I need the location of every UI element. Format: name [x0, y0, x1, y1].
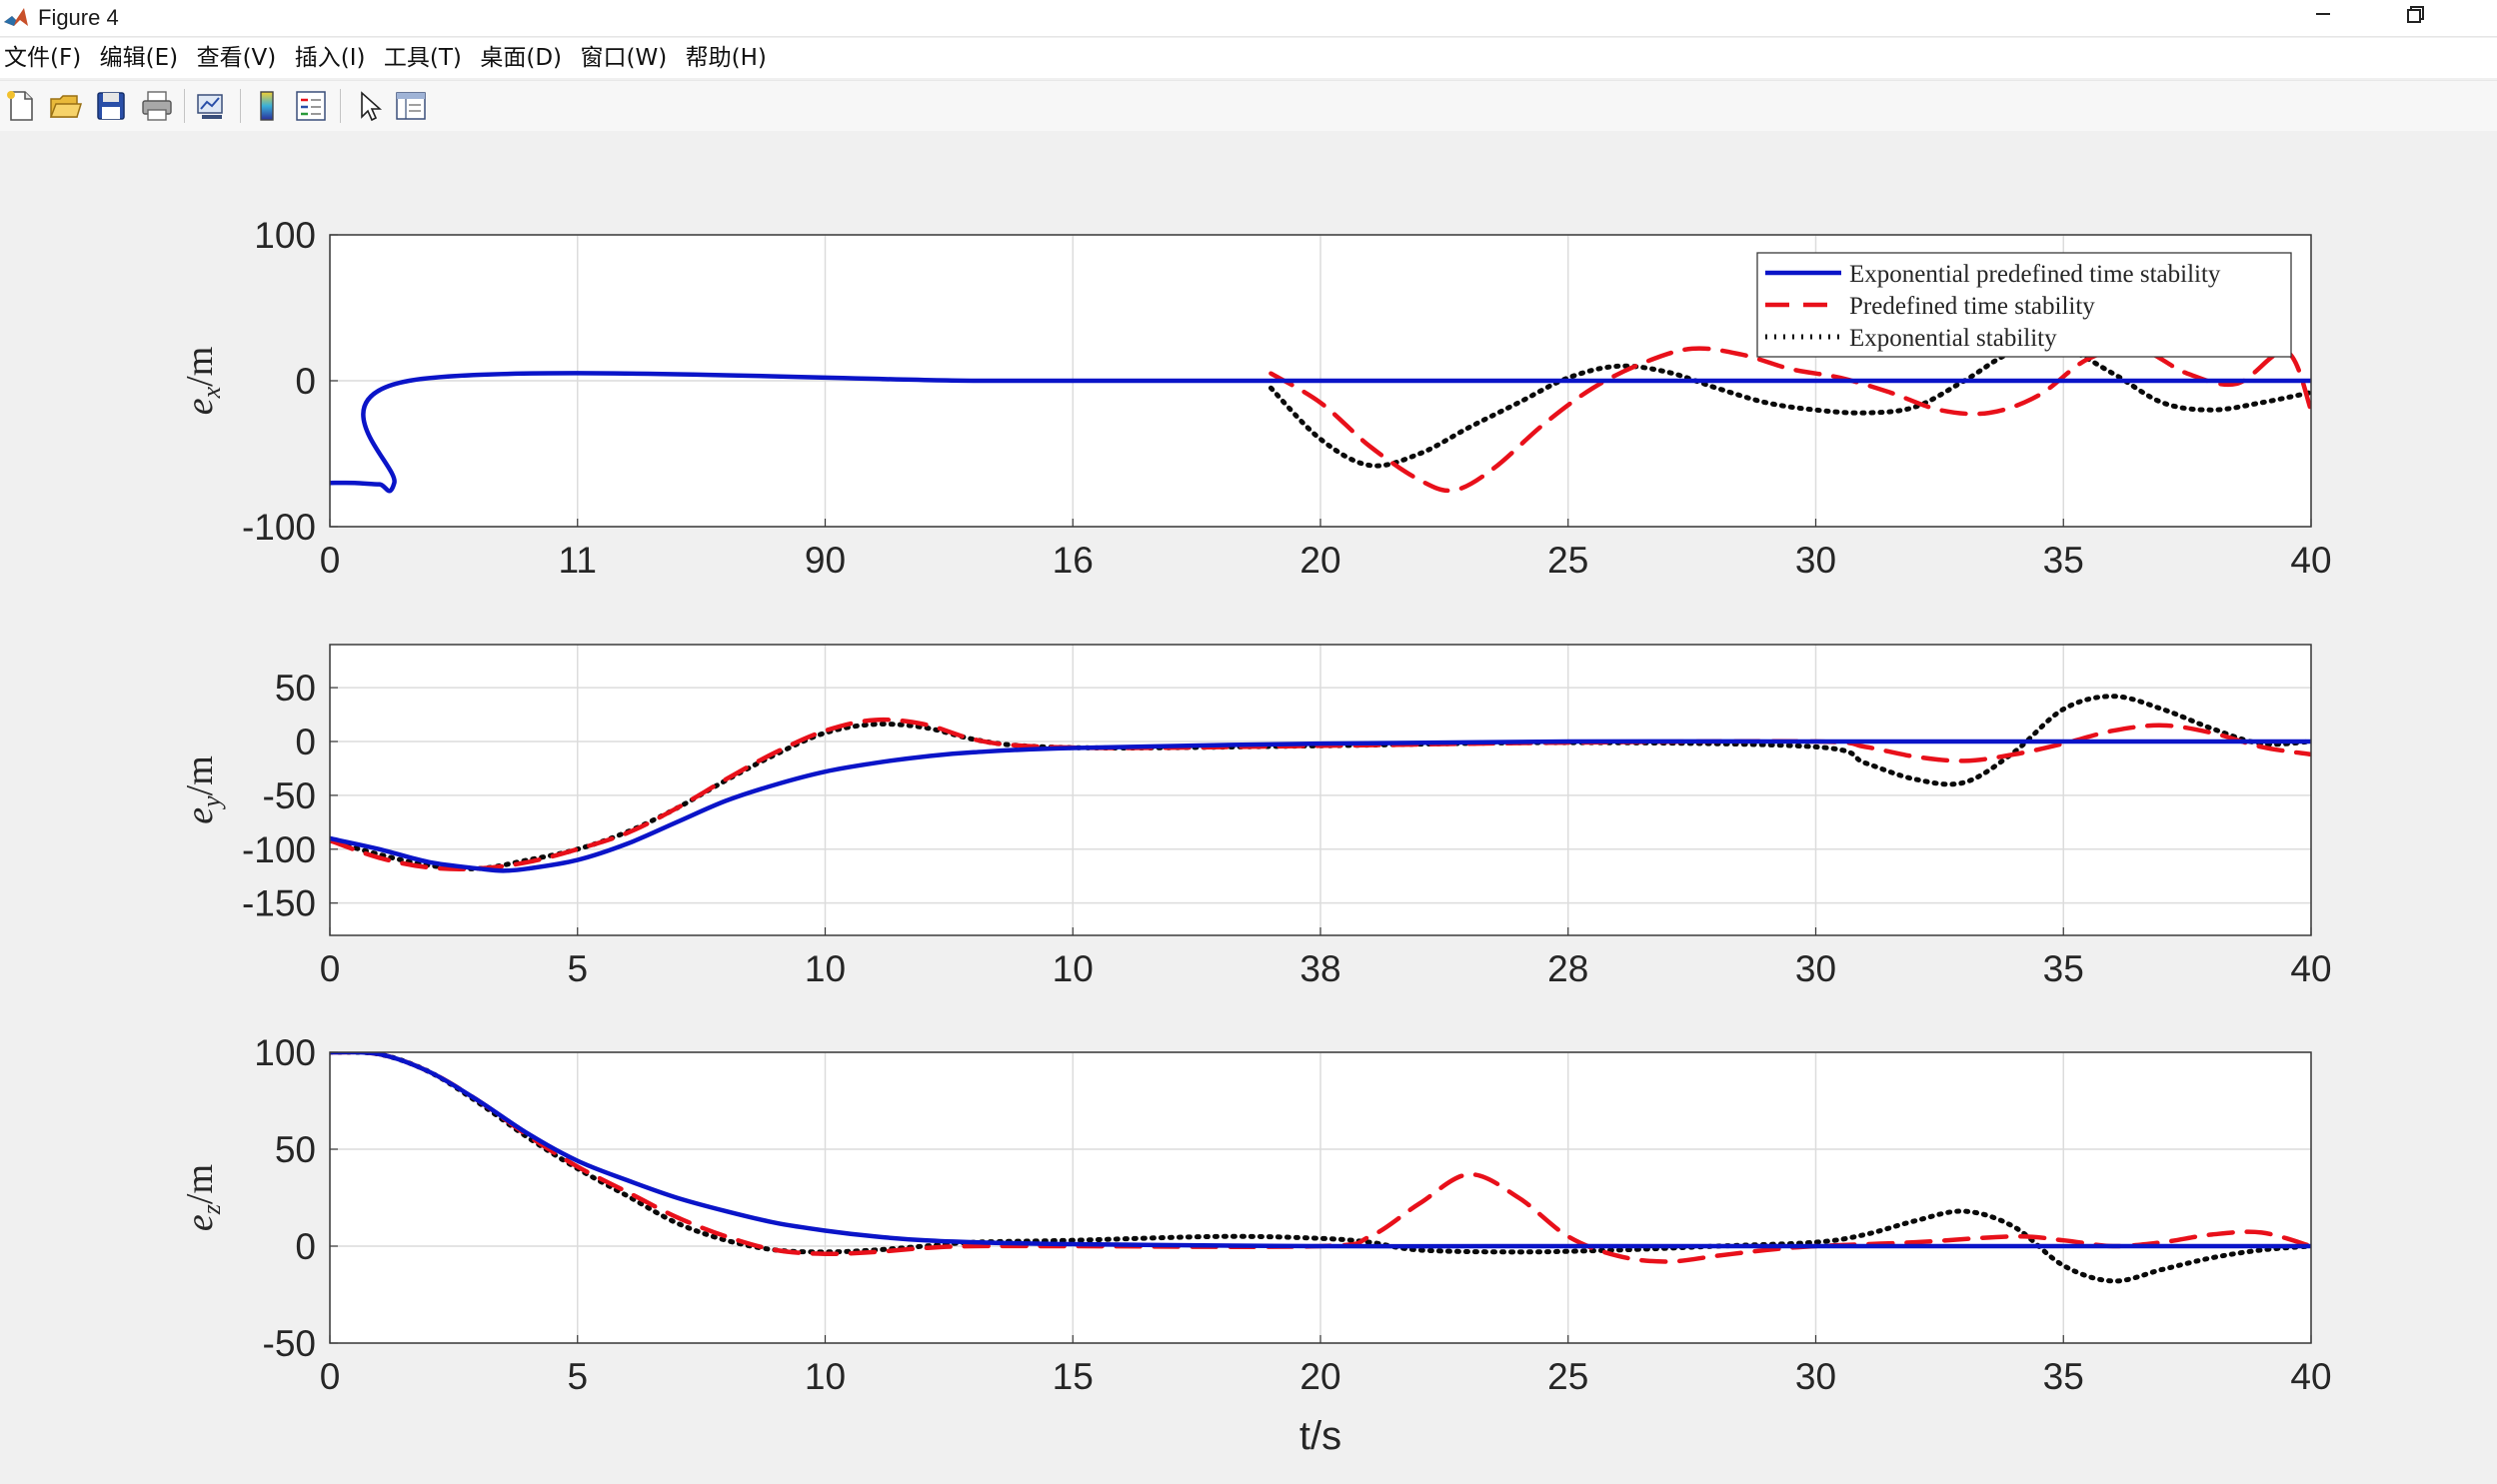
x-tick-label: 35	[2043, 540, 2084, 581]
menu-tools[interactable]: 工具(T)	[383, 45, 462, 71]
series-line-dotted	[330, 1052, 2311, 1284]
menu-desktop[interactable]: 桌面(D)	[480, 45, 563, 71]
tick-labels: 0 5 10 10 38 28 30 35 40 50 0 -50 -100 -150	[242, 668, 2332, 989]
y-tick-label: 50	[275, 668, 316, 709]
menu-bar: 文件(F) 编辑(E) 查看(V) 插入(I) 工具(T) 桌面(D) 窗口(W…	[0, 38, 2497, 78]
series-group	[330, 1052, 2311, 1284]
window-title-bar: Figure 4	[0, 0, 2497, 37]
series-line-solid	[330, 371, 2311, 494]
x-tick-label: 40	[2290, 1356, 2331, 1397]
figure-toolbar	[0, 80, 2497, 132]
x-tick-label: 11	[559, 540, 597, 581]
y-tick-label: 50	[275, 1129, 316, 1170]
x-tick-label: 5	[567, 1356, 588, 1397]
x-tick-label: 40	[2290, 948, 2331, 989]
legend-icon[interactable]	[292, 87, 330, 125]
x-tick-label: 25	[1547, 540, 1588, 581]
x-tick-label: 10	[805, 948, 846, 989]
x-tick-label: 20	[1299, 1356, 1340, 1397]
y-axis-label: ez/m	[179, 1164, 226, 1231]
x-tick-label: 28	[1547, 948, 1588, 989]
open-file-icon[interactable]	[46, 87, 84, 125]
new-figure-icon[interactable]	[2, 87, 40, 125]
colorbar-icon[interactable]	[248, 87, 286, 125]
menu-window[interactable]: 窗口(W)	[580, 45, 668, 71]
x-tick-label: 90	[805, 540, 846, 581]
x-tick-label: 30	[1795, 1356, 1836, 1397]
x-tick-label: 15	[1053, 1356, 1094, 1397]
figure-canvas: 0 11 90 16 20 25 30 35 40 100 0 -100 ex/m Exponenti…	[0, 131, 2497, 1479]
minimize-icon[interactable]	[2287, 0, 2357, 36]
series-line-dashed	[330, 1052, 2311, 1264]
y-tick-label: 100	[254, 1032, 316, 1073]
x-tick-label: 16	[1053, 540, 1094, 581]
y-tick-label: -100	[242, 829, 316, 870]
toolbar-separator	[184, 89, 185, 123]
menu-edit[interactable]: 编辑(E)	[99, 45, 179, 71]
y-axis-label: ey/m	[179, 755, 226, 824]
x-tick-label: 20	[1299, 540, 1340, 581]
toolbar-separator	[340, 89, 341, 123]
x-tick-label: 40	[2290, 540, 2331, 581]
restore-icon[interactable]	[2379, 0, 2449, 36]
legend-entry: Exponential predefined time stability	[1849, 261, 2221, 288]
property-inspector-icon[interactable]	[392, 87, 430, 125]
save-icon[interactable]	[92, 87, 130, 125]
x-tick-label: 38	[1299, 948, 1340, 989]
series-line-dashed	[1268, 346, 2311, 494]
y-tick-label: 0	[295, 1226, 316, 1267]
menu-file[interactable]: 文件(F)	[4, 45, 82, 71]
x-tick-label: 35	[2043, 1356, 2084, 1397]
x-tick-label: 10	[1053, 948, 1094, 989]
menu-view[interactable]: 查看(V)	[196, 45, 277, 71]
legend-box	[1756, 252, 2292, 358]
print-icon[interactable]	[138, 87, 176, 125]
y-axis-label: ex/m	[179, 347, 226, 416]
series-line-solid	[330, 739, 2311, 873]
edit-plot-arrow-icon[interactable]	[350, 87, 388, 125]
menu-help[interactable]: 帮助(H)	[685, 45, 767, 71]
x-tick-label: 0	[320, 1356, 341, 1397]
x-tick-label: 35	[2043, 948, 2084, 989]
y-tick-label: 100	[254, 215, 316, 256]
legend[interactable]: Exponential predefined time stability Pr…	[1756, 252, 2292, 358]
y-tick-label: -100	[242, 507, 316, 548]
x-tick-label: 25	[1547, 1356, 1588, 1397]
x-tick-label: 0	[320, 948, 341, 989]
series-line-dotted	[1267, 344, 2311, 469]
y-tick-label: 0	[295, 361, 316, 402]
legend-entry: Predefined time stability	[1849, 293, 2095, 320]
series-line-solid	[330, 1052, 2311, 1249]
y-tick-label: -150	[242, 883, 316, 924]
y-tick-label: -50	[263, 1323, 316, 1364]
menu-insert[interactable]: 插入(I)	[294, 45, 366, 71]
subplot-ey[interactable]: 0 5 10 10 38 28 30 35 40 50 0 -50 -100 -150 ey/m	[179, 644, 2332, 989]
x-tick-label: 30	[1795, 948, 1836, 989]
y-tick-label: -50	[263, 775, 316, 816]
window-title: Figure 4	[38, 5, 119, 30]
y-tick-label: 0	[295, 722, 316, 762]
x-axis-label: t/s	[1299, 1414, 1341, 1458]
series-group	[330, 694, 2311, 873]
series-group	[330, 344, 2311, 494]
link-plot-icon[interactable]	[192, 87, 230, 125]
x-tick-label: 30	[1795, 540, 1836, 581]
x-tick-label: 5	[567, 948, 588, 989]
legend-entry: Exponential stability	[1849, 325, 2057, 352]
x-tick-label: 0	[320, 540, 341, 581]
x-tick-label: 10	[805, 1356, 846, 1397]
toolbar-separator	[240, 89, 241, 123]
matlab-logo-icon	[4, 8, 28, 26]
